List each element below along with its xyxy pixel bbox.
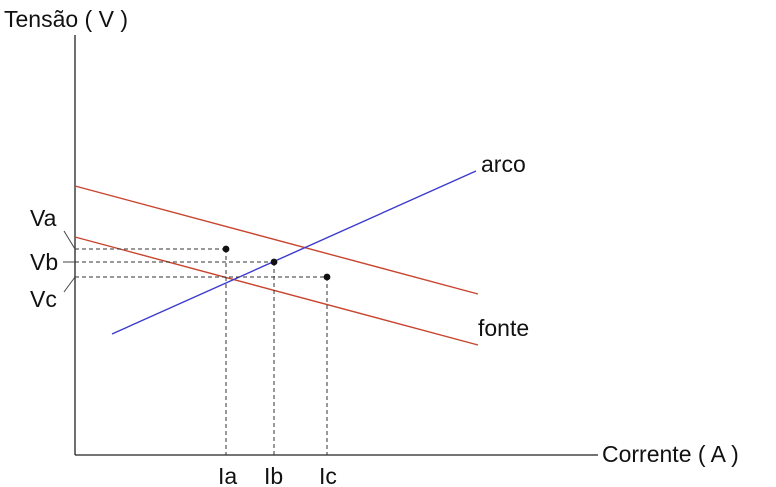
current-axis-label: Corrente ( A ) xyxy=(602,441,739,467)
voltage-tick-va: Va xyxy=(30,205,57,231)
vc-leader xyxy=(63,276,76,293)
arc-curve-label: arco xyxy=(481,151,526,177)
current-tick-ia: Ia xyxy=(218,463,237,487)
voltage-tick-vc: Vc xyxy=(30,286,57,312)
operating-point-a xyxy=(222,245,230,253)
arc-curve xyxy=(111,170,477,335)
current-tick-ib: Ib xyxy=(264,463,283,487)
source-curve-upper xyxy=(74,185,479,295)
operating-point-b xyxy=(270,258,278,266)
operating-point-c xyxy=(323,273,331,281)
voltage-tick-vb: Vb xyxy=(30,249,58,275)
source-curve-label: fonte xyxy=(478,315,529,341)
current-tick-ic: Ic xyxy=(319,463,337,487)
voltage-axis-label: Tensão ( V ) xyxy=(4,6,128,32)
source-curve-lower xyxy=(74,236,479,346)
va-leader xyxy=(63,230,76,250)
